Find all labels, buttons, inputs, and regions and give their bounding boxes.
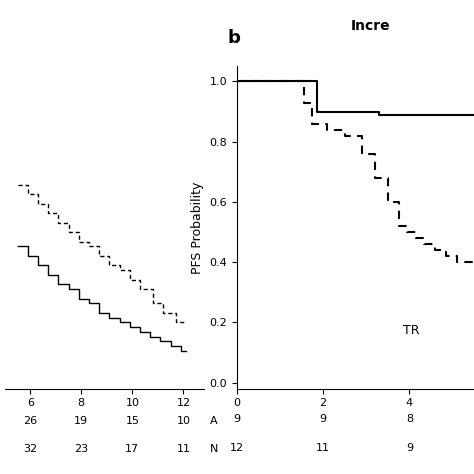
Text: 15: 15 [125, 416, 139, 426]
Text: N: N [210, 444, 218, 454]
Text: 11: 11 [316, 444, 330, 454]
Y-axis label: PFS Probability: PFS Probability [191, 182, 204, 273]
Text: b: b [228, 29, 240, 47]
Text: 19: 19 [74, 416, 88, 426]
Text: 12: 12 [230, 444, 244, 454]
Text: 32: 32 [23, 444, 37, 454]
Text: TR: TR [403, 324, 419, 337]
Text: 26: 26 [23, 416, 37, 426]
Text: 8: 8 [406, 414, 413, 424]
Text: 23: 23 [74, 444, 88, 454]
Text: Incre: Incre [351, 19, 391, 33]
Text: 9: 9 [406, 444, 413, 454]
Text: 11: 11 [176, 444, 191, 454]
Text: 9: 9 [319, 414, 327, 424]
Text: 10: 10 [176, 416, 191, 426]
Text: 9: 9 [233, 414, 241, 424]
Text: A: A [210, 416, 218, 426]
Text: 17: 17 [125, 444, 139, 454]
